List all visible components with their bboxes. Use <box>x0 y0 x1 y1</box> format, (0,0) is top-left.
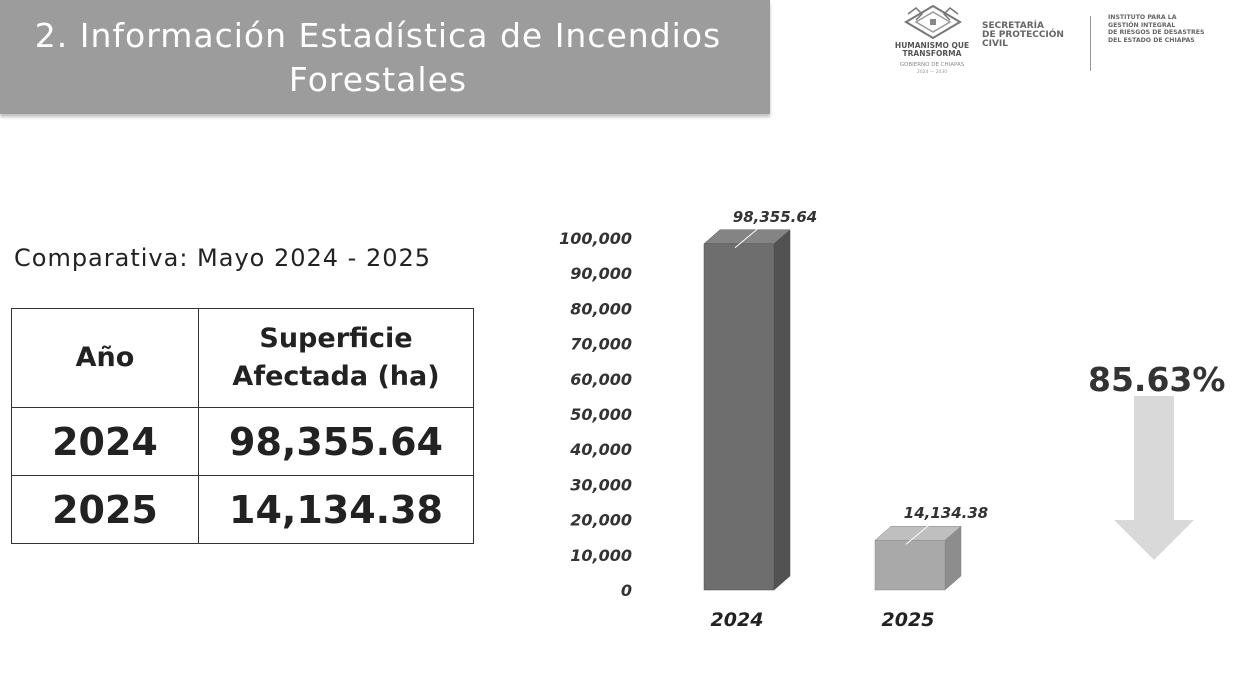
logo-period: 2024 — 2030 <box>916 70 948 75</box>
x-tick-label: 2025 <box>882 609 935 631</box>
table-row: 2024 98,355.64 <box>11 407 474 476</box>
y-tick-label: 0 <box>621 581 632 600</box>
secretaria-name: SECRETARÍA DE PROTECCIÓN CIVIL <box>982 21 1064 49</box>
y-tick-label: 50,000 <box>570 405 632 424</box>
y-tick-label: 10,000 <box>570 546 632 565</box>
logo-tagline-line-1: HUMANISMO QUE <box>894 41 970 50</box>
comparison-subtitle: Comparativa: Mayo 2024 - 2025 <box>14 244 432 272</box>
down-arrow-shape <box>1114 396 1194 560</box>
logo-government-name: GOBIERNO DE CHIAPAS <box>899 62 965 68</box>
y-tick-label: 90,000 <box>570 264 632 283</box>
bar-top <box>874 525 962 541</box>
burned-area-bar-chart: 0 10,000 20,000 30,000 40,000 50,000 60,000 70,… <box>559 208 988 631</box>
table-header-row: Año Superficie Afectada (ha) <box>11 308 474 408</box>
chiapas-logo-icon <box>904 4 962 40</box>
y-tick-label: 80,000 <box>570 299 632 318</box>
logo-tagline-line-2: TRANSFORMA <box>902 49 962 58</box>
bar-label-leader <box>905 523 931 545</box>
table-cell-year: 2025 <box>11 475 199 544</box>
y-tick-label: 60,000 <box>570 370 632 389</box>
bar-label-leader <box>734 227 760 249</box>
x-tick-label: 2024 <box>711 609 764 631</box>
y-tick-label: 100,000 <box>559 229 632 248</box>
title-banner: 2. Información Estadística de Incendios … <box>0 0 770 114</box>
logo-divider <box>1090 16 1091 71</box>
bar-side <box>773 229 791 591</box>
y-tick-label: 40,000 <box>569 440 632 459</box>
table-cell-area: 98,355.64 <box>198 407 474 476</box>
instituto-name: INSTITUTO PARA LA GESTIÓN INTEGRAL DE RI… <box>1108 14 1205 44</box>
y-tick-label: 20,000 <box>570 511 632 530</box>
y-tick-label: 30,000 <box>570 475 632 494</box>
slide-title-line-2: Forestales <box>288 60 468 99</box>
bar-data-label: 14,134.38 <box>904 504 988 522</box>
slide-title: 2. Información Estadística de Incendios … <box>8 14 748 102</box>
logo-tagline: HUMANISMO QUE TRANSFORMA <box>890 42 974 58</box>
table-header-area: Superficie Afectada (ha) <box>198 308 474 408</box>
bar-data-label: 98,355.64 <box>733 208 817 226</box>
down-arrow-icon <box>1114 396 1194 560</box>
bar-front <box>874 539 946 591</box>
table-row: 2025 14,134.38 <box>11 475 474 544</box>
bar-front <box>703 243 775 591</box>
chiapas-government-logo: HUMANISMO QUE TRANSFORMA GOBIERNO DE CHI… <box>890 2 1000 78</box>
table-cell-year: 2024 <box>11 407 199 476</box>
burned-area-table: Año Superficie Afectada (ha) 2024 98,355… <box>11 308 474 544</box>
percent-change: 85.63% <box>1088 360 1226 399</box>
table-header-year: Año <box>11 308 199 408</box>
y-tick-label: 70,000 <box>570 335 632 354</box>
slide-title-line-1: 2. Información Estadística de Incendios <box>34 16 722 55</box>
table-cell-area: 14,134.38 <box>198 475 474 544</box>
bar-top <box>703 229 791 245</box>
